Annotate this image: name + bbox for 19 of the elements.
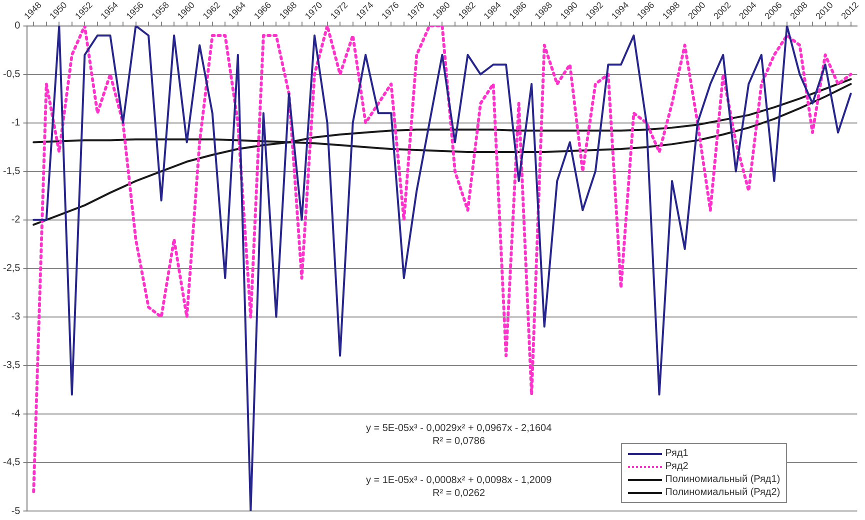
legend-label: Ряд1: [665, 448, 688, 459]
legend-label: Полиномиальный (Ряд2): [665, 487, 780, 498]
y-tick-label: -3,5: [2, 360, 21, 372]
y-tick-label: -4,5: [2, 457, 21, 468]
annotation: y = 5E-05x³ - 0,0029x² + 0,0967x - 2,1604: [366, 423, 552, 434]
annotation: R² = 0,0262: [432, 488, 486, 499]
annotation: R² = 0,0786: [432, 436, 486, 447]
y-tick-label: -2: [11, 214, 21, 226]
legend-label: Ряд2: [665, 461, 688, 472]
y-tick-label: -1: [11, 118, 21, 129]
y-tick-label: -0,5: [2, 69, 21, 80]
y-tick-label: -2,5: [2, 263, 21, 274]
y-tick-label: -4: [11, 408, 21, 420]
y-tick-label: 0: [14, 20, 21, 32]
y-tick-label: -5: [11, 506, 21, 517]
annotation: y = 1E-05x³ - 0,0008x² + 0,0098x - 1,2009: [366, 475, 552, 486]
legend-label: Полиномиальный (Ряд1): [665, 474, 780, 485]
y-tick-label: -3: [11, 312, 21, 323]
y-tick-label: -1,5: [2, 166, 21, 178]
